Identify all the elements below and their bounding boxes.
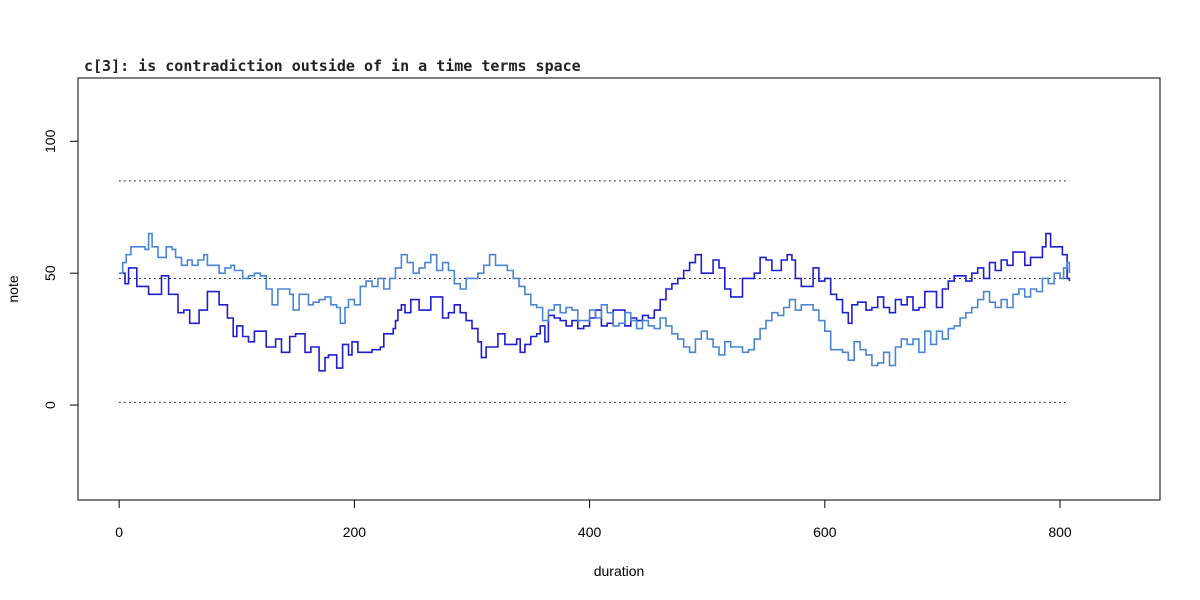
- x-axis: 0 200 400 600 800: [115, 499, 1072, 540]
- x-tick-label: 0: [115, 524, 123, 540]
- series-layer: [119, 232, 1071, 372]
- series-line-1: [119, 232, 1071, 367]
- x-tick-label: 800: [1048, 524, 1072, 540]
- y-tick-label: 100: [42, 129, 58, 153]
- y-axis: 0 50 100: [42, 129, 79, 409]
- y-tick-label: 50: [42, 265, 58, 281]
- x-tick-label: 400: [578, 524, 602, 540]
- plot-frame: [77, 77, 1161, 501]
- x-tick-label: 600: [813, 524, 837, 540]
- series-line-0: [119, 232, 1071, 372]
- x-tick-label: 200: [343, 524, 367, 540]
- x-axis-label: duration: [594, 563, 645, 579]
- reference-lines: [119, 180, 1070, 403]
- y-axis-label: note: [5, 275, 21, 302]
- y-tick-label: 0: [42, 401, 58, 409]
- chart-title: c[3]: is contradiction outside of in a t…: [84, 57, 581, 75]
